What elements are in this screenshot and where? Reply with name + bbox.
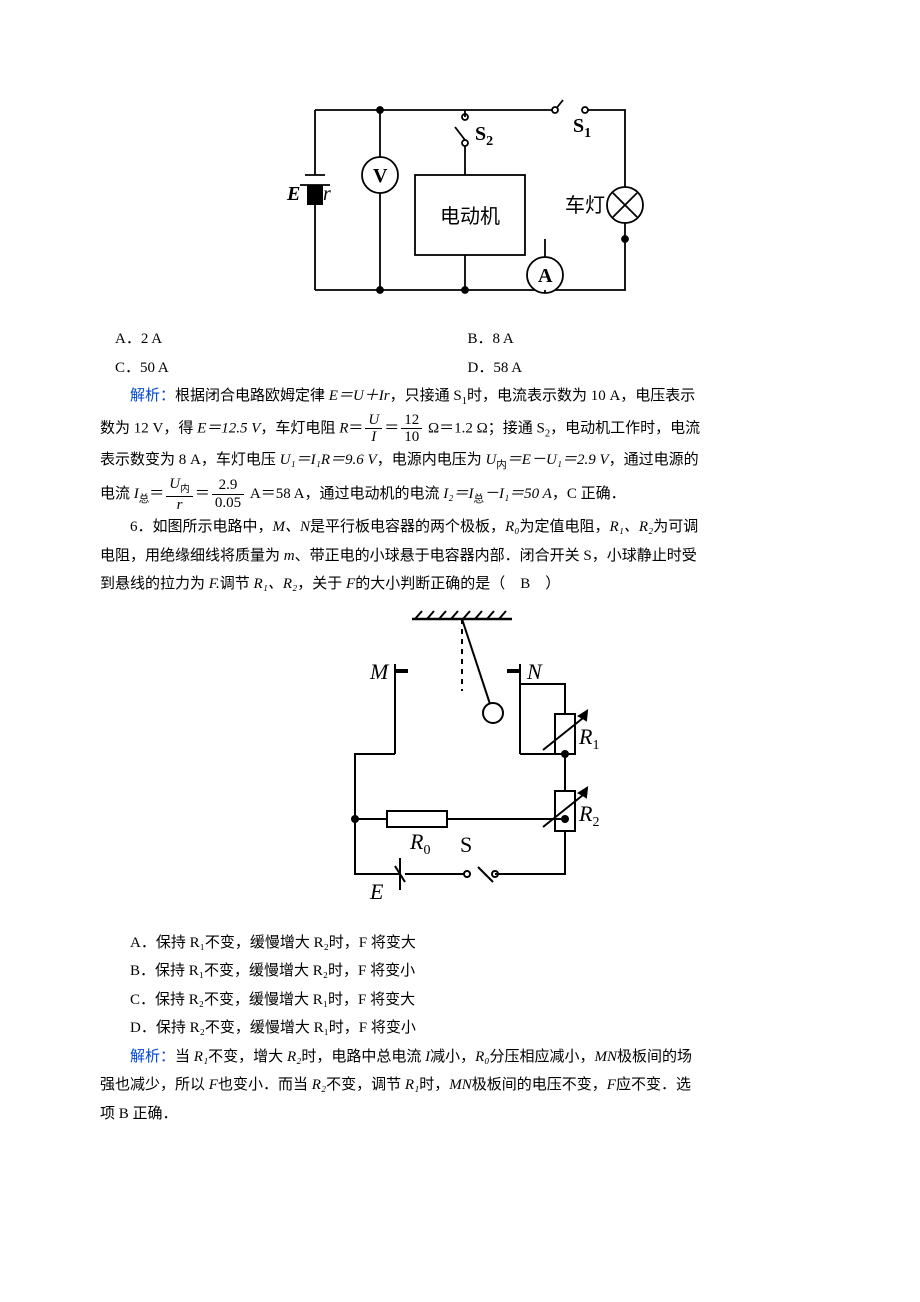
q5-explanation: 解析：根据闭合电路欧姆定律 E＝U＋Ir，只接通 S1时，电流表示数为 10 A…	[100, 382, 820, 412]
label-V: V	[373, 165, 388, 187]
label-A: A	[538, 265, 553, 287]
svg-text:R2: R2	[578, 801, 599, 830]
label-E: E	[286, 183, 300, 205]
svg-text:R0: R0	[409, 829, 430, 858]
q5-option-A: A．2 A	[115, 325, 468, 354]
q5-options-2: C．50 A D．58 A	[115, 354, 820, 383]
q6-option-B: B．保持 R₁不变，缓慢增大 R₂时，F 将变小	[100, 957, 820, 986]
q6-exp-3: 项 B 正确．	[100, 1100, 820, 1129]
q6-option-C: C．保持 R₂不变，缓慢增大 R₁时，F 将变大	[100, 986, 820, 1015]
q5-option-C: C．50 A	[115, 354, 468, 383]
label-E2: E	[369, 879, 384, 904]
label-S: S	[460, 832, 472, 857]
q5-options: A．2 A B．8 A	[115, 325, 820, 354]
q5-option-D: D．58 A	[468, 354, 821, 383]
q6-option-A: A．保持 R₁不变，缓慢增大 R₂时，F 将变大	[100, 929, 820, 958]
label-M: M	[369, 659, 390, 684]
q6-exp-2: 强也减少，所以 F也变小．而当 R₂不变，调节 R₁时，MN极板间的电压不变，F…	[100, 1071, 820, 1100]
q6-option-D: D．保持 R₂不变，缓慢增大 R₁时，F 将变小	[100, 1014, 820, 1043]
label-lamp: 车灯	[565, 194, 605, 217]
q5-exp-line4: 电流 I总＝U内r＝2.90.05 A＝58 A，通过电动机的电流 I₂＝I总－…	[100, 476, 820, 513]
q6-stem-2: 电阻，用绝缘细线将质量为 m、带正电的小球悬于电容器内部．闭合开关 S，小球静止…	[100, 542, 820, 571]
svg-text:R1: R1	[578, 724, 599, 753]
q5-exp-line2: 数为 12 V，得 E＝12.5 V，车灯电阻 R＝UI＝1210 Ω＝1.2 …	[100, 412, 820, 446]
q5-option-B: B．8 A	[468, 325, 821, 354]
q6-stem: 6．如图所示电路中，M、N是平行板电容器的两个极板，R₀为定值电阻，R₁、R₂为…	[100, 513, 820, 542]
circuit-diagram-2: M N R1 R2 R0 E S	[315, 609, 605, 919]
q6-stem-3: 到悬线的拉力为 F.调节 R₁、R₂，关于 F的大小判断正确的是（ B ）	[100, 570, 820, 599]
q6-explanation: 解析：当 R₁不变，增大 R₂时，电路中总电流 I减小，R₀分压相应减小，MN极…	[100, 1043, 820, 1072]
label-N: N	[526, 659, 543, 684]
q5-exp-line3: 表示数变为 8 A，车灯电压 U₁＝I₁R＝9.6 V，电源内电压为 U内＝E－…	[100, 446, 820, 476]
svg-text:S1: S1	[573, 115, 591, 141]
circuit-diagram-1: E r V A S1 S2 电动机 车灯	[265, 80, 655, 315]
label-motor: 电动机	[440, 205, 500, 228]
svg-text:S2: S2	[475, 123, 493, 149]
label-r: r	[323, 183, 331, 205]
